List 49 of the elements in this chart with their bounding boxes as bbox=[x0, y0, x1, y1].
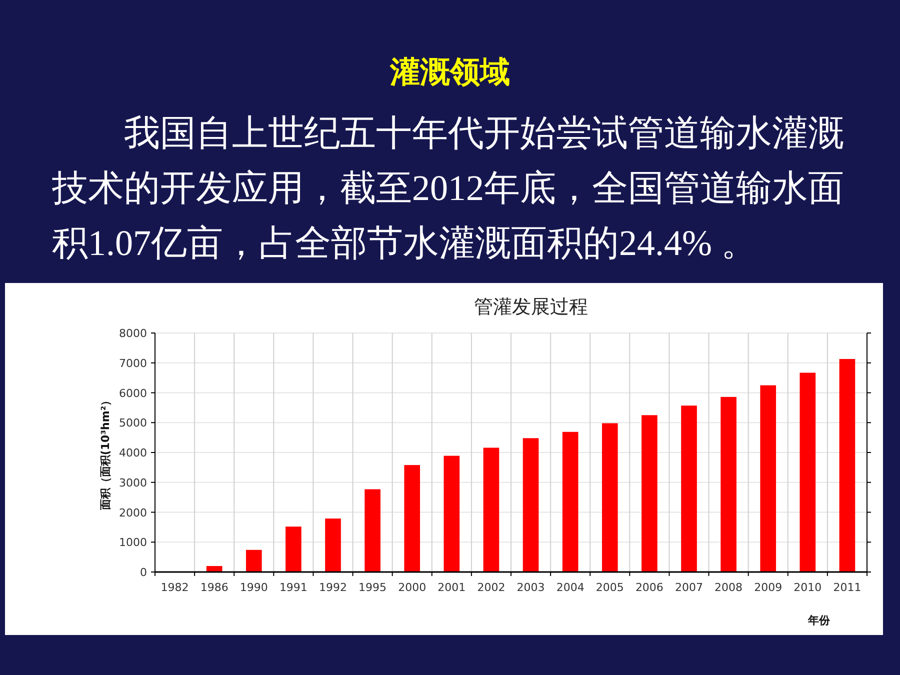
x-tick-label: 2001 bbox=[438, 581, 466, 594]
y-tick-label: 5000 bbox=[119, 416, 147, 430]
y-tick-label: 3000 bbox=[119, 476, 147, 490]
x-tick-label: 2006 bbox=[635, 581, 664, 594]
x-tick-label: 2010 bbox=[794, 581, 822, 594]
y-tick-label: 7000 bbox=[119, 356, 147, 370]
bar bbox=[720, 396, 736, 572]
y-axis-title: 面积（面积(10³hm²） bbox=[99, 394, 112, 512]
bar bbox=[246, 550, 262, 572]
text: 我国自上世纪五十年代开始尝试管道输水灌溉技术的开发应用，截至2012年底，全国管道输水面积1.07亿亩，占全部节水灌溉面积的24.4% 。 bbox=[52, 112, 845, 265]
bar bbox=[286, 526, 302, 572]
text: 灌溉领域 bbox=[389, 54, 511, 92]
x-tick-label: 2008 bbox=[714, 581, 743, 594]
x-tick-label: 2004 bbox=[556, 581, 584, 594]
y-tick-label: 4000 bbox=[119, 446, 147, 460]
x-tick-label: 2007 bbox=[675, 581, 703, 594]
y-tick-label: 1000 bbox=[119, 536, 147, 550]
x-tick-label: 1991 bbox=[279, 581, 308, 594]
x-tick-label: 1982 bbox=[160, 581, 189, 594]
y-tick-label: 2000 bbox=[119, 506, 147, 520]
x-tick-label: 2011 bbox=[833, 581, 862, 594]
bar bbox=[206, 566, 222, 572]
bar bbox=[642, 415, 658, 572]
x-tick-label: 2005 bbox=[596, 581, 624, 594]
y-tick-label: 8000 bbox=[119, 327, 147, 340]
x-tick-label: 2000 bbox=[398, 581, 426, 594]
bar bbox=[839, 358, 856, 572]
bar bbox=[681, 406, 697, 572]
bar bbox=[522, 438, 539, 572]
bar bbox=[364, 489, 380, 572]
y-tick-label: 6000 bbox=[119, 386, 147, 400]
bar bbox=[444, 456, 460, 572]
x-tick-label: 2003 bbox=[516, 581, 545, 594]
bar bbox=[325, 518, 341, 572]
x-tick-label: 2002 bbox=[477, 581, 506, 594]
bar bbox=[483, 448, 500, 572]
bar bbox=[800, 372, 816, 572]
x-tick-label: 1990 bbox=[240, 581, 268, 594]
bar bbox=[404, 465, 420, 572]
x-tick-label: 2009 bbox=[754, 581, 782, 594]
chart-title: 管灌发展过程 bbox=[474, 296, 588, 318]
x-tick-label: 1992 bbox=[319, 581, 347, 594]
x-axis-title: 年份 bbox=[807, 614, 831, 627]
x-tick-label: 1986 bbox=[200, 581, 228, 594]
x-tick-label: 1995 bbox=[358, 581, 387, 594]
bar bbox=[602, 423, 618, 572]
y-tick-label: 0 bbox=[140, 566, 147, 579]
bar bbox=[760, 385, 776, 572]
bar bbox=[562, 432, 578, 572]
